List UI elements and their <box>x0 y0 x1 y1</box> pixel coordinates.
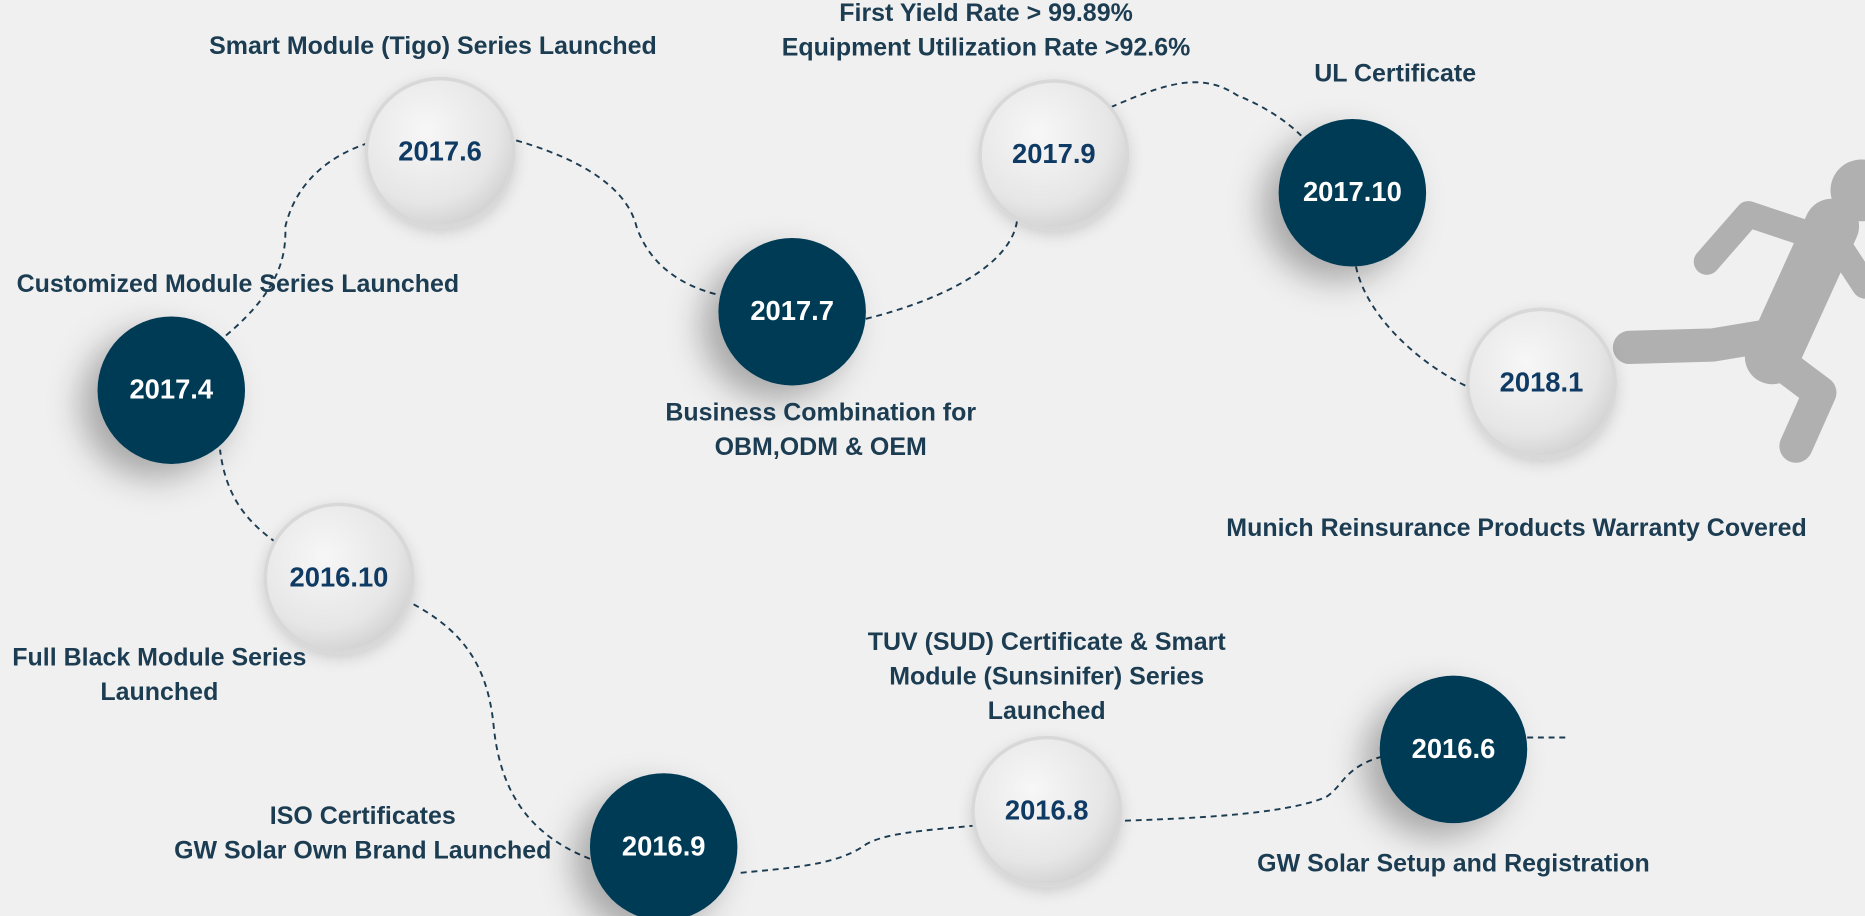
milestone-node-light <box>263 502 415 654</box>
milestone-node-light <box>978 79 1130 231</box>
milestone-date: 2017.6 <box>398 136 482 167</box>
milestone-node-dark <box>718 237 866 386</box>
milestone-node-dark <box>97 316 246 464</box>
milestone-caption: Full Black Module Series <box>12 644 306 672</box>
milestone-date: 2016.8 <box>1005 795 1089 826</box>
milestone-node-light <box>1465 307 1618 459</box>
milestone-caption: TUV (SUD) Certificate & Smart <box>868 628 1227 656</box>
milestone-caption: Module (Sunsinifer) Series <box>889 663 1204 691</box>
milestone-node-dark <box>1379 675 1528 824</box>
milestone-node-light <box>364 76 516 228</box>
milestone-node-light <box>971 735 1123 887</box>
milestone-node-dark <box>589 773 738 916</box>
milestone-date: 2016.6 <box>1412 733 1496 764</box>
milestone-node-dark <box>1278 119 1427 267</box>
milestone-caption: GW Solar Setup and Registration <box>1257 849 1650 877</box>
milestone-caption: Launched <box>100 678 218 706</box>
milestone-date: 2017.7 <box>750 295 834 326</box>
milestone-caption: First Yield Rate > 99.89% <box>839 0 1133 27</box>
milestone-caption: ISO Certificates <box>270 802 456 830</box>
milestone-caption: UL Certificate <box>1314 60 1476 88</box>
running-man-icon <box>1612 159 1865 463</box>
milestone-caption: Equipment Utilization Rate >92.6% <box>782 33 1191 61</box>
milestone-caption: GW Solar Own Brand Launched <box>174 836 551 864</box>
milestone-caption: Business Combination for <box>665 399 976 427</box>
milestone-caption: OBM,ODM & OEM <box>715 433 927 461</box>
connectors <box>219 81 1568 875</box>
milestone-date: 2018.1 <box>1500 366 1584 397</box>
milestone-date: 2017.4 <box>129 374 213 405</box>
milestone-date: 2016.9 <box>622 830 706 861</box>
milestone-date: 2017.9 <box>1012 138 1096 169</box>
milestone-caption: Customized Module Series Launched <box>17 270 460 298</box>
milestone-caption: Munich Reinsurance Products Warranty Cov… <box>1226 514 1806 542</box>
milestones: 2016.6 GW Solar Setup and Registration 201… <box>12 0 1807 916</box>
milestone-caption: Launched <box>988 697 1106 725</box>
milestone-caption: Smart Module (Tigo) Series Launched <box>209 32 657 60</box>
milestone-date: 2016.10 <box>290 562 389 593</box>
milestone-date: 2017.10 <box>1303 176 1402 207</box>
